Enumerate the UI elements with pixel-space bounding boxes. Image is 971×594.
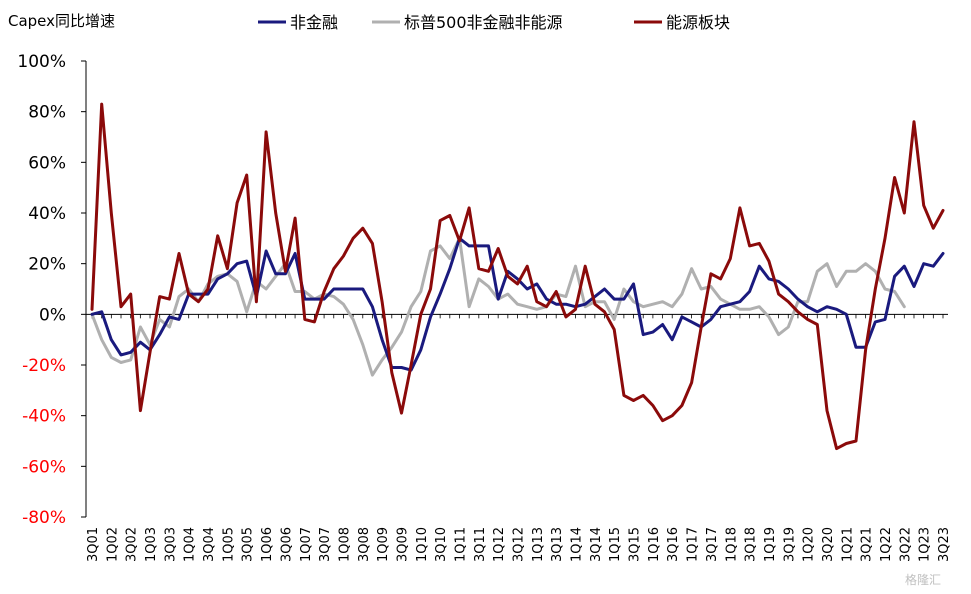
y-axis: 100% 80% 60% 40% 20% 0% -20% -40% -60% -80%	[17, 52, 87, 528]
x-tick-label: 3Q21	[860, 527, 875, 562]
y-tick-label: 40%	[28, 204, 66, 224]
plot-lines	[90, 102, 945, 451]
y-tick-label: 80%	[28, 103, 66, 123]
x-tick-label: 1Q04	[183, 527, 198, 562]
chart-title: Capex同比增速	[8, 12, 115, 30]
x-tick-label: 3Q07	[318, 527, 333, 562]
x-tick-label: 3Q03	[163, 527, 178, 562]
x-tick-label: 1Q18	[724, 527, 739, 562]
legend-label: 非金融	[290, 13, 338, 32]
y-tick-label: -60%	[22, 457, 66, 477]
series-line-energy	[90, 102, 945, 451]
x-tick-label: 3Q11	[473, 527, 488, 562]
x-tick-label: 1Q07	[299, 527, 314, 562]
x-tick-label: 1Q06	[260, 527, 275, 562]
watermark-text: 格隆汇	[905, 572, 941, 587]
x-tick-label: 3Q19	[782, 527, 797, 562]
x-tick-label: 1Q22	[879, 527, 894, 562]
x-tick-label: 3Q09	[395, 527, 410, 562]
y-tick-label: -20%	[22, 356, 66, 376]
x-tick-label: 3Q13	[550, 527, 565, 562]
x-tick-label: 1Q11	[453, 527, 468, 562]
x-tick-label: 3Q10	[434, 527, 449, 562]
x-tick-label: 1Q16	[647, 527, 662, 562]
x-tick-label: 3Q02	[125, 527, 140, 562]
x-tick-label: 1Q21	[840, 527, 855, 562]
x-tick-label: 3Q06	[279, 527, 294, 562]
x-tick-label: 3Q01	[86, 527, 101, 562]
x-tick-label: 3Q14	[589, 527, 604, 562]
x-tick-label: 3Q18	[744, 527, 759, 562]
x-tick-label: 1Q10	[415, 527, 430, 562]
x-tick-label: 1Q05	[221, 527, 236, 562]
x-tick-label: 1Q19	[763, 527, 778, 562]
x-tick-label: 3Q17	[705, 527, 720, 562]
x-tick-label: 1Q12	[492, 527, 507, 562]
x-tick-label: 3Q20	[821, 527, 836, 562]
x-tick-label: 1Q13	[531, 527, 546, 562]
legend-label: 标普500非金融非能源	[404, 13, 563, 32]
y-tick-label: 0%	[39, 305, 66, 325]
x-tick-label: 1Q15	[608, 527, 623, 562]
x-tick-label: 3Q23	[937, 527, 952, 562]
y-tick-label: -80%	[22, 508, 66, 528]
x-tick-label: 3Q22	[898, 527, 913, 562]
x-tick-label: 1Q09	[376, 527, 391, 562]
y-tick-label: -40%	[22, 407, 66, 427]
x-tick-label: 1Q02	[105, 527, 120, 562]
series-line-nonfin	[90, 236, 945, 372]
x-tick-label: 3Q15	[628, 527, 643, 562]
x-tick-label: 3Q05	[241, 527, 256, 562]
x-tick-label: 3Q12	[512, 527, 527, 562]
x-tick-label: 1Q14	[570, 527, 585, 562]
x-tick-label: 1Q03	[144, 527, 159, 562]
y-tick-label: 100%	[17, 52, 66, 72]
x-tick-label: 1Q23	[918, 527, 933, 562]
x-tick-label: 3Q08	[357, 527, 372, 562]
x-tick-label: 3Q04	[202, 527, 217, 562]
x-tick-label: 1Q08	[337, 527, 352, 562]
x-tick-label: 1Q17	[686, 527, 701, 562]
y-tick-label: 60%	[28, 153, 66, 173]
x-tick-label: 3Q16	[666, 527, 681, 562]
y-tick-label: 20%	[28, 255, 66, 275]
x-axis: 3Q01 1Q02 3Q02 1Q03 3Q03 1Q04 3Q04 1Q05 3Q05 1Q06…	[86, 313, 952, 562]
x-tick-label: 1Q20	[802, 527, 817, 562]
legend: 非金融 标普500非金融非能源 能源板块	[258, 13, 730, 32]
legend-label: 能源板块	[666, 13, 730, 32]
